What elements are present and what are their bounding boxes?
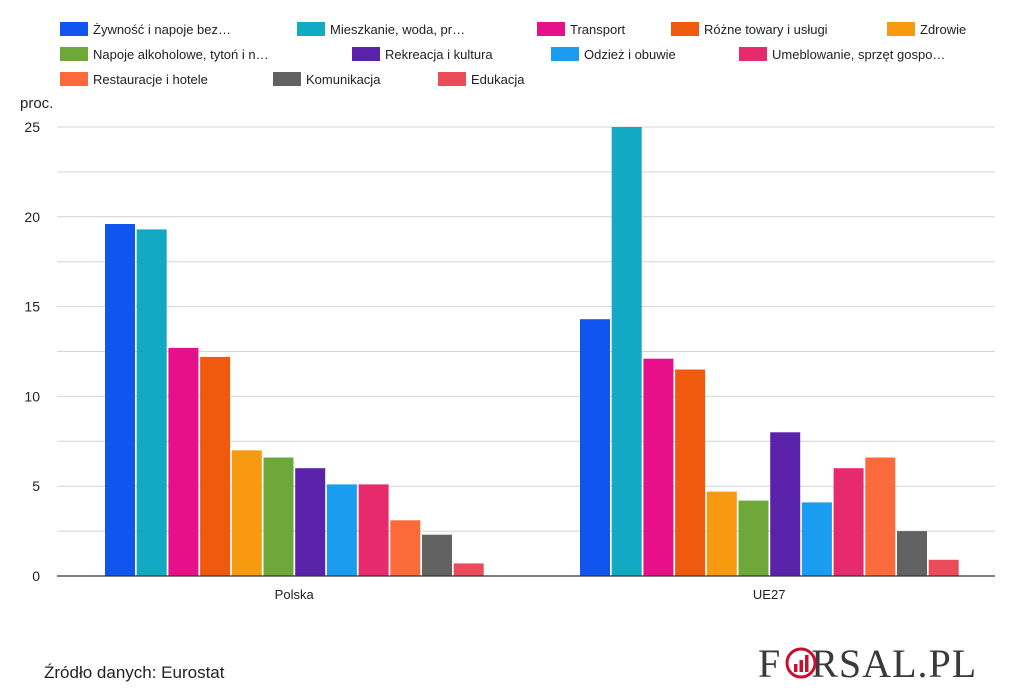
chart-legend: Żywność i napoje bez… Mieszkanie, woda, p… [60, 22, 966, 87]
bar [706, 491, 737, 576]
y-axis: 0 5 10 15 20 25 [24, 119, 40, 584]
legend-label: Żywność i napoje bez… [93, 22, 231, 37]
x-category-label: Polska [275, 587, 315, 602]
bar [865, 457, 896, 576]
legend-item: Zdrowie [887, 22, 966, 37]
legend-label: Edukacja [471, 72, 525, 87]
bar [770, 432, 801, 576]
legend-label: Zdrowie [920, 22, 966, 37]
bar [611, 127, 642, 576]
legend-label: Restauracje i hotele [93, 72, 208, 87]
bar [580, 319, 610, 576]
y-tick-label: 25 [24, 119, 40, 135]
bar [422, 534, 452, 576]
bar [168, 347, 199, 576]
legend-swatch [551, 47, 579, 61]
legend-item: Mieszkanie, woda, pr… [297, 22, 465, 37]
bar-chart: Żywność i napoje bez… Mieszkanie, woda, p… [20, 22, 995, 602]
bar [295, 468, 326, 576]
legend-label: Transport [570, 22, 626, 37]
legend-item: Komunikacja [273, 72, 381, 87]
legend-item: Różne towary i usługi [671, 22, 828, 37]
bar [643, 358, 674, 576]
bar [453, 563, 484, 576]
legend-label: Różne towary i usługi [704, 22, 828, 37]
legend-swatch [273, 72, 301, 86]
legend-label: Odzież i obuwie [584, 47, 676, 62]
y-tick-label: 15 [24, 299, 40, 315]
y-tick-label: 5 [32, 478, 40, 494]
legend-label: Rekreacja i kultura [385, 47, 493, 62]
y-tick-label: 10 [24, 388, 40, 404]
logo-chart-o-icon [785, 647, 817, 679]
x-category-label: UE27 [753, 587, 786, 602]
legend-swatch [60, 72, 88, 86]
data-source-note: Źródło danych: Eurostat [44, 663, 225, 682]
legend-item: Restauracje i hotele [60, 72, 208, 87]
bar [105, 224, 135, 576]
legend-label: Napoje alkoholowe, tytoń i n… [93, 47, 269, 62]
y-tick-label: 0 [32, 568, 40, 584]
y-axis-unit-label: proc. [20, 95, 53, 112]
chart-bars [105, 127, 959, 576]
bar [928, 559, 959, 576]
legend-item: Transport [537, 22, 626, 37]
x-axis: Polska UE27 [57, 575, 995, 602]
legend-swatch [352, 47, 380, 61]
forsal-logo-text: F RSAL.PL [758, 641, 978, 686]
legend-label: Umeblowanie, sprzęt gospo… [772, 47, 945, 62]
bar [390, 520, 421, 576]
legend-swatch [438, 72, 466, 86]
bar [263, 457, 294, 576]
legend-label: Komunikacja [306, 72, 381, 87]
legend-item: Żywność i napoje bez… [60, 22, 231, 37]
bar [326, 484, 357, 576]
legend-swatch [671, 22, 699, 36]
legend-item: Edukacja [438, 72, 525, 87]
bar [231, 450, 262, 576]
forsal-logo: F RSAL.PL [758, 640, 976, 688]
legend-swatch [60, 47, 88, 61]
bar [358, 484, 389, 576]
legend-item: Napoje alkoholowe, tytoń i n… [60, 47, 269, 62]
legend-item: Odzież i obuwie [551, 47, 676, 62]
y-tick-label: 20 [24, 209, 40, 225]
bar [801, 502, 832, 576]
bar [738, 500, 769, 576]
legend-label: Mieszkanie, woda, pr… [330, 22, 465, 37]
bar [675, 369, 706, 576]
legend-swatch [887, 22, 915, 36]
legend-swatch [739, 47, 767, 61]
legend-swatch [537, 22, 565, 36]
legend-swatch [60, 22, 88, 36]
bar [897, 531, 927, 576]
legend-swatch [297, 22, 325, 36]
bar [136, 229, 167, 576]
bar [833, 468, 864, 576]
legend-item: Umeblowanie, sprzęt gospo… [739, 47, 945, 62]
legend-item: Rekreacja i kultura [352, 47, 493, 62]
bar [200, 356, 231, 576]
